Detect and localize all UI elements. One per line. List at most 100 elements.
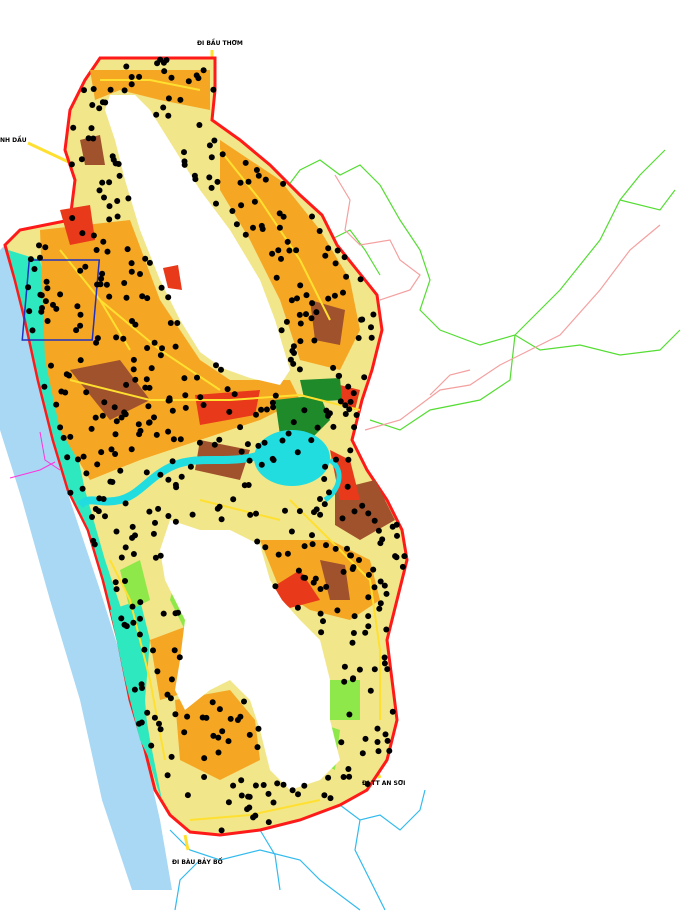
tree-symbol — [238, 202, 245, 209]
tree-symbol — [294, 449, 301, 456]
tree-symbol — [340, 568, 347, 575]
tree-symbol — [77, 322, 84, 329]
tree-symbol — [132, 532, 138, 539]
tree-symbol — [152, 519, 158, 526]
tree-symbol — [331, 292, 338, 299]
tree-symbol — [365, 510, 372, 517]
tree-symbol — [99, 412, 106, 419]
tree-symbol — [237, 424, 244, 431]
tree-symbol — [132, 376, 139, 383]
planning-subzone-outline — [21, 259, 101, 341]
tree-symbol — [279, 437, 286, 444]
tree-symbol — [64, 454, 71, 461]
tree-symbol — [309, 532, 315, 539]
tree-symbol — [137, 271, 143, 277]
tree-symbol — [377, 600, 384, 607]
tree-symbol — [273, 274, 280, 281]
tree-symbol — [146, 419, 152, 426]
tree-symbol — [399, 563, 406, 570]
tree-symbol — [321, 476, 328, 482]
tree-symbol — [322, 252, 329, 259]
tree-symbol — [297, 282, 304, 289]
tree-symbol — [118, 554, 125, 561]
tree-symbol — [309, 541, 316, 548]
tree-symbol — [167, 695, 174, 702]
tree-symbol — [374, 725, 381, 732]
tree-symbol — [43, 278, 50, 285]
tree-symbol — [156, 720, 162, 727]
tree-symbol — [90, 232, 97, 239]
tree-symbol — [181, 729, 188, 736]
tree-symbol — [234, 717, 241, 723]
tree-symbol — [294, 604, 301, 611]
tree-symbol — [208, 184, 215, 191]
tree-symbol — [295, 791, 301, 798]
tree-symbol — [362, 629, 369, 636]
tree-symbol — [131, 686, 138, 693]
tree-symbol — [101, 399, 108, 406]
tree-symbol — [381, 582, 388, 589]
tree-symbol — [110, 156, 117, 163]
tree-symbol — [278, 327, 285, 334]
tree-symbol — [290, 360, 297, 367]
tree-symbol — [295, 567, 302, 574]
tree-symbol — [225, 738, 232, 745]
tree-symbol — [115, 161, 122, 167]
tree-symbol — [370, 311, 377, 318]
tree-symbol — [121, 87, 128, 94]
tree-symbol — [233, 221, 240, 228]
tree-symbol — [278, 255, 284, 262]
tree-symbol — [174, 320, 181, 326]
tree-symbol — [365, 613, 372, 620]
tree-symbol — [98, 449, 105, 456]
tree-symbol — [146, 508, 153, 515]
tree-symbol — [226, 408, 233, 415]
tree-symbol — [350, 675, 357, 682]
tree-symbol — [297, 338, 304, 345]
tree-symbol — [197, 394, 204, 401]
tree-symbol — [342, 402, 349, 409]
tree-symbol — [93, 339, 100, 346]
tree-symbol — [231, 391, 238, 398]
tree-symbol — [311, 337, 318, 344]
tree-symbol — [129, 523, 136, 530]
tree-symbol — [135, 421, 142, 428]
tree-symbol — [238, 777, 245, 784]
tree-symbol — [313, 309, 320, 316]
tree-symbol — [280, 781, 287, 788]
tree-symbol — [178, 473, 185, 480]
tree-symbol — [96, 495, 103, 502]
tree-symbol — [63, 371, 70, 378]
tree-symbol — [288, 297, 295, 304]
tree-symbol — [216, 436, 223, 443]
tree-symbol — [376, 605, 383, 612]
tree-symbol — [96, 105, 103, 112]
tree-symbol — [42, 298, 49, 305]
tree-symbol — [276, 224, 283, 231]
tree-symbol — [25, 284, 32, 291]
tree-symbol — [201, 755, 208, 762]
tree-symbol — [344, 545, 350, 552]
tree-symbol — [113, 418, 120, 425]
tree-symbol — [60, 434, 67, 441]
tree-symbol — [143, 469, 150, 476]
tree-symbol — [334, 607, 341, 614]
tree-symbol — [297, 320, 304, 327]
tree-symbol — [68, 161, 75, 168]
tree-symbol — [309, 213, 315, 220]
tree-symbol — [389, 708, 396, 715]
tree-symbol — [362, 735, 369, 742]
tree-symbol — [123, 294, 130, 301]
tree-symbol — [229, 208, 236, 214]
tree-symbol — [99, 99, 106, 106]
tree-symbol — [322, 463, 329, 470]
tree-symbol — [347, 447, 354, 454]
tree-symbol — [269, 250, 276, 257]
tree-symbol — [365, 623, 372, 630]
tree-symbol — [103, 281, 110, 288]
tree-symbol — [340, 774, 347, 780]
tree-symbol — [345, 456, 352, 463]
tree-symbol — [326, 489, 332, 496]
tree-symbol — [152, 554, 159, 561]
tree-symbol — [172, 518, 179, 525]
